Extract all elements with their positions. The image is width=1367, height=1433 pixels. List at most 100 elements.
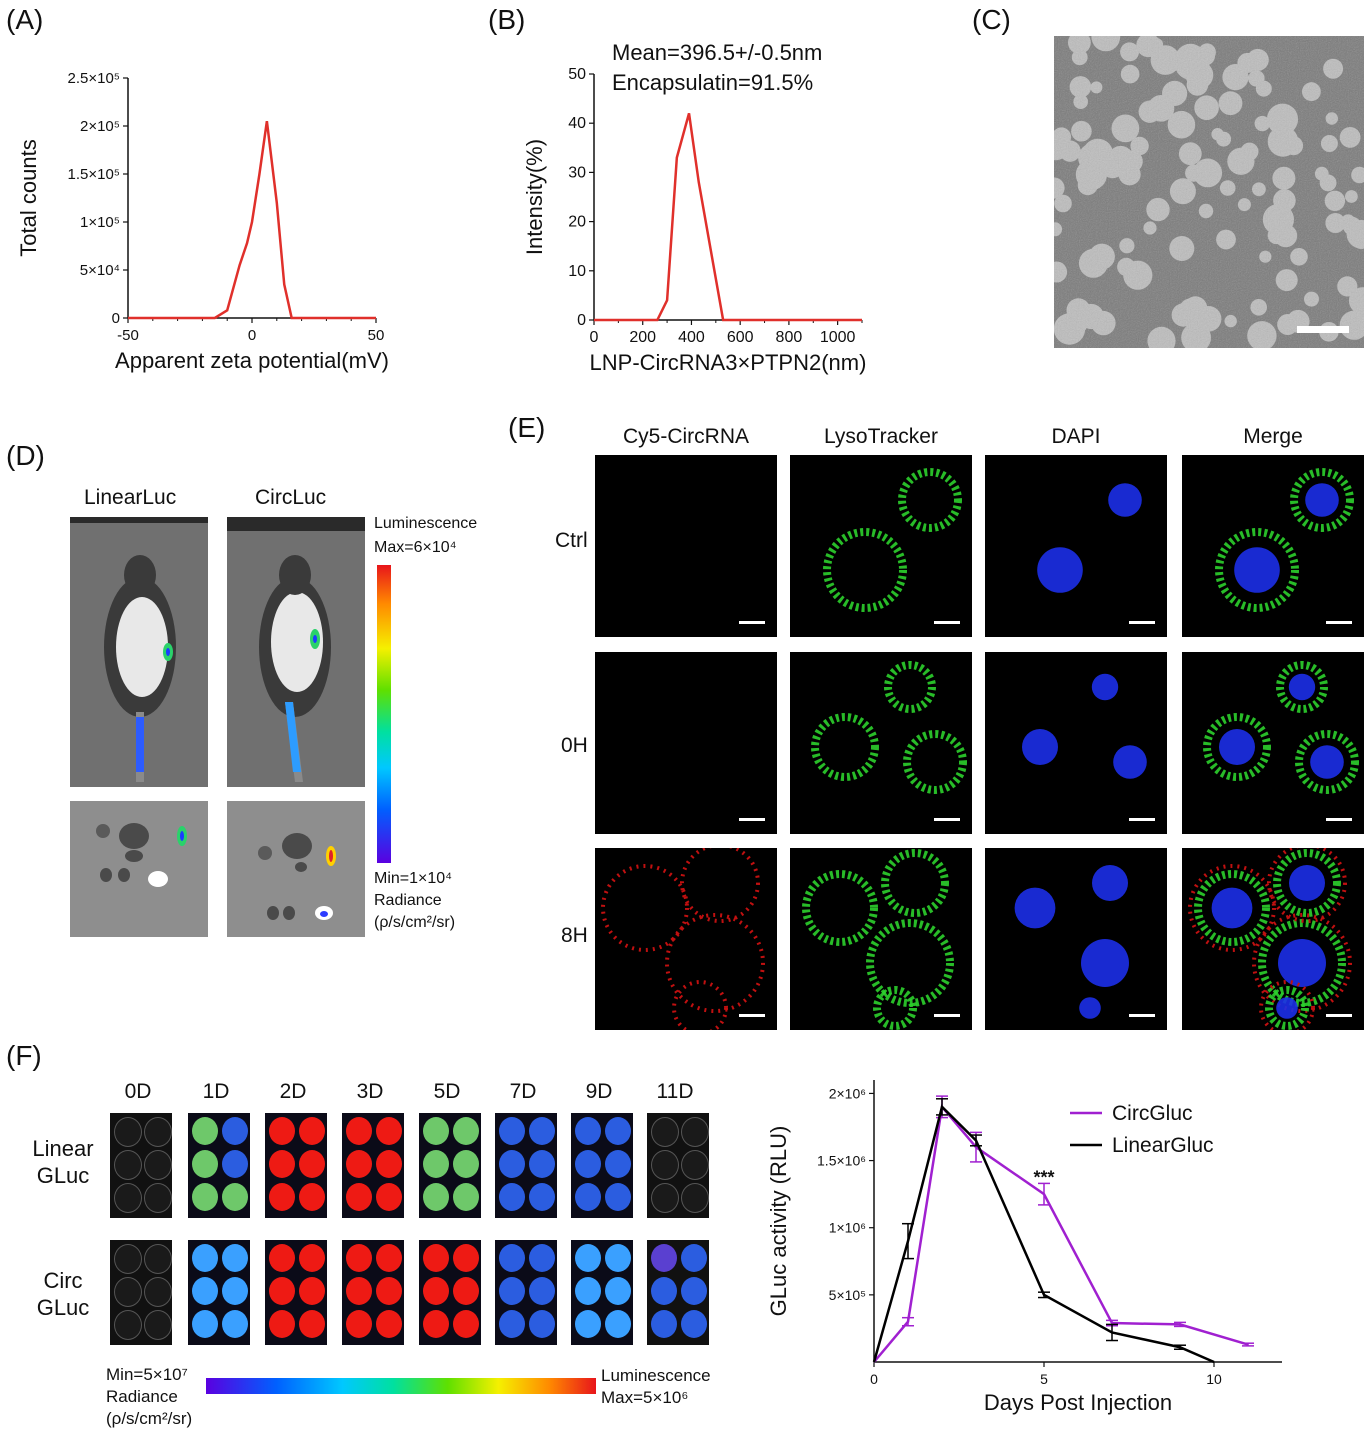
well: [423, 1244, 449, 1272]
dapi-signal: [1081, 939, 1129, 987]
well: [651, 1244, 677, 1272]
well: [681, 1277, 707, 1305]
well: [144, 1277, 172, 1307]
scale-bar: [739, 621, 765, 624]
lysotracker-signal: [881, 849, 949, 917]
day-label: 2D: [279, 1080, 307, 1103]
well: [499, 1183, 525, 1211]
well: [605, 1277, 631, 1305]
significance-marker: ***: [1033, 1167, 1054, 1187]
well: [575, 1117, 601, 1145]
well: [269, 1183, 295, 1211]
y-tick-label: 40: [568, 115, 586, 132]
legend-label: CircGluc: [1112, 1102, 1193, 1125]
well: [222, 1244, 248, 1272]
confocal-image: [985, 848, 1167, 1030]
lysotracker-signal: [1215, 528, 1299, 612]
gluc-color-scale: [206, 1378, 596, 1394]
y-tick-label: 2×10⁶: [829, 1085, 866, 1101]
y-axis-label: GLuc activity (RLU): [766, 1126, 791, 1317]
y-axis-label: Intensity(%): [522, 139, 547, 255]
well-plate: [110, 1113, 172, 1218]
series-line: [872, 1104, 1215, 1364]
day-label: 11D: [656, 1080, 694, 1103]
well: [423, 1183, 449, 1211]
scale-d-radiance: Radiance: [374, 892, 442, 909]
well: [114, 1117, 142, 1147]
gluc-activity-chart: 0 5 10 5×10⁵ 1×10⁶ 1.5×10⁶ 2×10⁶ Days Post Inje…: [766, 1080, 1282, 1415]
well: [376, 1310, 402, 1338]
y-tick-label: 1×10⁶: [829, 1220, 866, 1236]
well-plate: [342, 1113, 404, 1218]
y-tick-label: 10: [568, 263, 586, 280]
well-plate: [495, 1240, 557, 1345]
well: [453, 1183, 479, 1211]
well: [269, 1150, 295, 1178]
lysotracker-signal: [1295, 730, 1359, 794]
y-tick-label: 5×10⁴: [80, 262, 120, 279]
row-label-0h: 0H: [561, 734, 588, 757]
x-tick-label: 0: [590, 329, 599, 346]
dapi-signal: [1079, 997, 1101, 1019]
well: [376, 1244, 402, 1272]
x-tick-label: 0: [248, 327, 256, 344]
y-tick-label: 1.5×10⁶: [817, 1153, 866, 1169]
day-label: 9D: [585, 1080, 613, 1103]
confocal-image: [1182, 455, 1364, 637]
linearluc-mouse-image: [70, 517, 208, 787]
well: [529, 1117, 555, 1145]
scale-bar: [1129, 621, 1155, 624]
lysotracker-signal: [873, 986, 917, 1030]
x-axis-label: Days Post Injection: [984, 1390, 1172, 1415]
well: [144, 1310, 172, 1340]
day-label: 1D: [202, 1080, 230, 1103]
cy5-signal: [1188, 864, 1276, 952]
well: [605, 1183, 631, 1211]
confocal-image: [595, 455, 777, 637]
well: [192, 1310, 218, 1338]
well: [651, 1150, 679, 1180]
dapi-signal: [1108, 483, 1142, 517]
well: [499, 1117, 525, 1145]
circluc-mouse-image: [227, 517, 365, 787]
scale-bar: [934, 621, 960, 624]
panel-label-c: (C): [972, 4, 1011, 35]
well: [299, 1277, 325, 1305]
confocal-image: [595, 848, 777, 1030]
well: [681, 1310, 707, 1338]
dapi-signal: [1219, 729, 1255, 765]
dapi-signal: [1091, 673, 1119, 701]
tem-image: [1054, 36, 1364, 348]
panel-label-b: (B): [488, 4, 526, 35]
well: [299, 1244, 325, 1272]
y-tick-label: 0: [112, 310, 120, 327]
lysotracker-signal: [1276, 661, 1328, 713]
dapi-signal: [1276, 997, 1298, 1019]
day-label: 3D: [356, 1080, 384, 1103]
scale-bar: [739, 1014, 765, 1017]
well: [346, 1183, 372, 1211]
cy5-signal: [672, 980, 728, 1030]
confocal-image: [790, 848, 972, 1030]
scale-f-max: Max=5×10⁶: [601, 1388, 689, 1407]
col-label-cy5: Cy5-CircRNA: [623, 425, 749, 448]
dapi-signal: [1289, 865, 1325, 901]
well: [499, 1150, 525, 1178]
well: [681, 1183, 709, 1213]
well: [299, 1150, 325, 1178]
well: [376, 1277, 402, 1305]
y-tick-label: 2×10⁵: [80, 118, 120, 135]
mean-size-annotation: Mean=396.5+/-0.5nm: [612, 40, 823, 65]
well: [499, 1310, 525, 1338]
day-label: 5D: [433, 1080, 461, 1103]
lysotracker-signal: [898, 468, 962, 532]
well-plate: [419, 1240, 481, 1345]
well: [651, 1183, 679, 1213]
well: [144, 1183, 172, 1213]
scale-d-title: Luminescence: [374, 515, 478, 532]
well: [114, 1277, 142, 1307]
panel-label-e: (E): [508, 412, 546, 443]
well: [192, 1117, 218, 1145]
well: [192, 1277, 218, 1305]
x-tick-label: 1000: [820, 329, 856, 346]
